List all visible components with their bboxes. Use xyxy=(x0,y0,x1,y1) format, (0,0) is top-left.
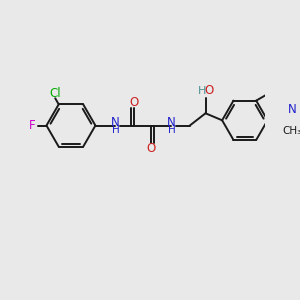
Text: H: H xyxy=(112,125,119,135)
Text: F: F xyxy=(29,119,36,132)
Text: O: O xyxy=(147,142,156,155)
Text: N: N xyxy=(167,116,176,128)
Text: H: H xyxy=(168,125,175,135)
Text: O: O xyxy=(204,84,214,97)
Text: Cl: Cl xyxy=(50,87,61,101)
Text: N: N xyxy=(288,103,297,116)
Text: CH₃: CH₃ xyxy=(282,126,300,136)
Text: H: H xyxy=(198,85,206,96)
Text: O: O xyxy=(129,96,139,109)
Text: N: N xyxy=(111,116,120,128)
